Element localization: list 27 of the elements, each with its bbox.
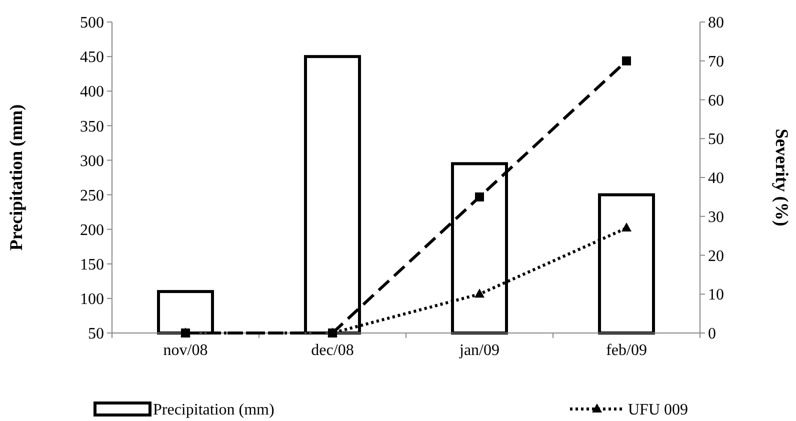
x-tick-label: dec/08 xyxy=(311,342,354,359)
y-tick-label: 400 xyxy=(80,84,104,101)
y2-tick-label: 20 xyxy=(708,248,724,265)
y2-tick-label: 70 xyxy=(708,53,724,70)
y-tick-label: 300 xyxy=(80,152,104,170)
y2-axis-title: Severity (%) xyxy=(772,128,792,226)
y2-tick-label: 10 xyxy=(708,286,724,304)
y-tick-label: 350 xyxy=(80,118,104,136)
legend-label: Precipitation (mm) xyxy=(153,402,274,419)
y2-tick-label: 30 xyxy=(708,208,724,226)
y-tick-label: 100 xyxy=(80,291,104,308)
y-tick-label: 250 xyxy=(80,187,104,204)
y-tick-label: 450 xyxy=(80,49,104,66)
y2-tick-label: 40 xyxy=(708,170,724,188)
y-tick-label: 200 xyxy=(80,222,104,239)
x-tick-label: jan/09 xyxy=(458,342,500,359)
x-tick-label: nov/08 xyxy=(163,342,208,359)
legend-label: UFU 009 xyxy=(628,402,688,419)
y-tick-label: 50 xyxy=(88,326,104,343)
y-tick-label: 150 xyxy=(80,256,104,274)
y2-tick-label: 80 xyxy=(708,14,724,32)
y-tick-label: 500 xyxy=(80,14,104,32)
y2-tick-label: 60 xyxy=(708,92,724,110)
y2-tick-label: 0 xyxy=(708,326,716,343)
y-axis-title: Precipitation (mm) xyxy=(6,104,26,251)
y2-tick-label: 50 xyxy=(708,131,724,148)
x-tick-label: feb/09 xyxy=(606,342,647,359)
